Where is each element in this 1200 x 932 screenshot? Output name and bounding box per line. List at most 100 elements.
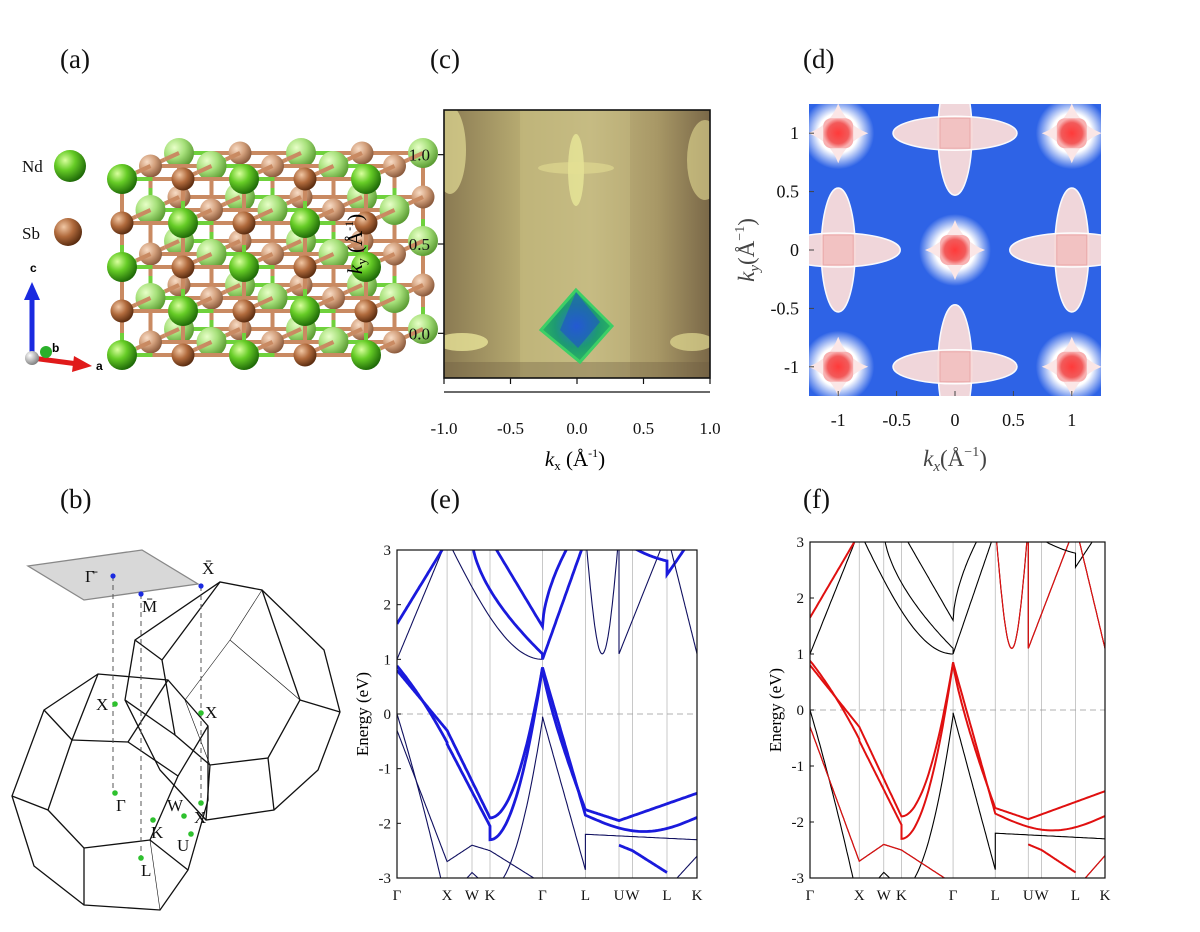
band-line <box>810 709 1105 878</box>
bond <box>196 252 213 263</box>
k-label: W <box>877 888 892 904</box>
band-projection <box>810 542 856 619</box>
bond <box>135 340 152 351</box>
arpes-x-label: kx (Å-1) <box>545 446 605 473</box>
fs-hole-pocket <box>940 235 970 265</box>
bz-label-l: L <box>141 861 151 880</box>
nd-atom <box>107 340 137 370</box>
fs-x-tick-label: 0 <box>951 410 960 430</box>
arpes-y-tick-label: 0.5 <box>409 235 430 254</box>
band-line <box>397 667 697 833</box>
bond <box>257 208 274 219</box>
bz-label-u: U <box>177 836 189 855</box>
sb-legend-label: Sb <box>22 224 40 243</box>
k-label: W <box>625 888 640 904</box>
axis-triad <box>24 282 92 372</box>
band-line <box>472 550 583 660</box>
nd-legend-sphere <box>54 150 86 182</box>
band-projection <box>1084 855 1105 878</box>
fs-hole-pocket <box>1056 351 1087 382</box>
k-label: X <box>854 888 865 904</box>
nd-atom <box>229 252 259 282</box>
nd-atom <box>107 164 137 194</box>
band-line <box>494 550 568 631</box>
axis-label-b: b <box>52 341 59 355</box>
projection-lines <box>112 576 202 858</box>
bond <box>163 283 180 294</box>
k-label: Γ <box>538 888 547 904</box>
energy-tick-label: -1 <box>379 762 392 778</box>
bz-label-x-2: X <box>205 703 217 722</box>
panel-label-a: (a) <box>60 44 90 74</box>
bond <box>257 340 274 351</box>
bond <box>163 327 180 338</box>
k-label: Γ <box>806 888 815 904</box>
band-line <box>397 713 697 878</box>
band-line <box>810 726 946 878</box>
fs-hole-pocket <box>823 118 854 149</box>
sb-atom <box>354 299 378 323</box>
bond <box>257 296 274 307</box>
band-line <box>884 542 992 655</box>
bond <box>257 252 274 263</box>
band-projection <box>810 662 1105 832</box>
energy-label-f: Energy (eV) <box>766 668 785 752</box>
bond <box>346 283 363 294</box>
energy-tick-label: -2 <box>379 816 392 832</box>
energy-tick-label: -3 <box>792 871 805 887</box>
panel-label-c: (c) <box>430 44 460 74</box>
fs-pocket-core <box>1056 234 1088 266</box>
k-label: Γ <box>393 888 402 904</box>
k-label: L <box>1071 888 1080 904</box>
k-label: W <box>1034 888 1049 904</box>
bond <box>224 239 241 250</box>
bond <box>346 151 363 162</box>
fs-pocket-core <box>939 351 971 383</box>
brillouin-zone <box>11 549 341 911</box>
k-label: Γ <box>949 888 958 904</box>
band-line <box>810 542 856 655</box>
sb-atom <box>110 299 134 323</box>
k-label: U <box>1023 888 1034 904</box>
k-label: W <box>465 888 480 904</box>
band-projection <box>1027 843 1077 874</box>
k-label: L <box>662 888 671 904</box>
fs-x-tick-label: 0.5 <box>1002 410 1025 430</box>
bond <box>318 296 335 307</box>
panel-label-e: (e) <box>430 484 460 514</box>
bond <box>318 208 335 219</box>
nd-atom <box>229 340 259 370</box>
fs-pocket-core <box>822 234 854 266</box>
bond <box>135 296 152 307</box>
bond <box>224 151 241 162</box>
bz-label-k: K <box>151 823 164 842</box>
bond <box>163 151 180 162</box>
bond <box>407 151 424 162</box>
k-label: K <box>1100 888 1111 904</box>
sb-atom <box>293 343 317 367</box>
nd-atom <box>290 296 320 326</box>
band-projection <box>810 660 1105 840</box>
bond <box>285 283 302 294</box>
bond <box>224 195 241 206</box>
arpes-x-tick-label: 0.0 <box>566 419 587 438</box>
bond <box>346 239 363 250</box>
bond <box>346 327 363 338</box>
band-line <box>452 550 543 660</box>
bond <box>318 252 335 263</box>
band-projection <box>1078 542 1105 649</box>
sb-legend-sphere <box>54 218 82 246</box>
energy-tick-label: -3 <box>379 871 392 887</box>
energy-tick-label: 1 <box>797 647 805 663</box>
band-line <box>397 664 697 842</box>
band-line <box>397 550 444 660</box>
bond <box>135 252 152 263</box>
energy-tick-label: 0 <box>797 703 805 719</box>
band-line <box>907 542 977 623</box>
nd-atom <box>168 296 198 326</box>
bond <box>196 164 213 175</box>
bond <box>196 296 213 307</box>
bond <box>318 164 335 175</box>
bond <box>196 208 213 219</box>
